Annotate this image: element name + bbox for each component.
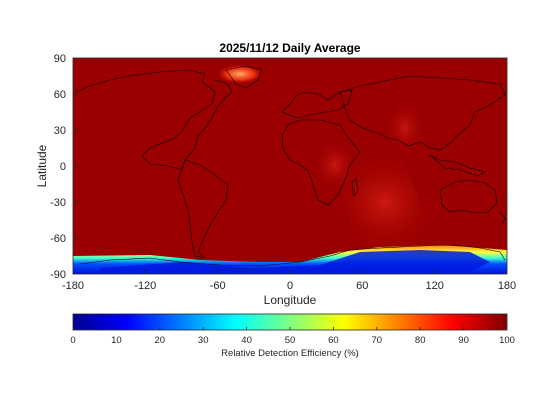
- colorbar-tick-label: 90: [458, 335, 469, 346]
- coastline-europe: [281, 89, 353, 119]
- coastlines: [75, 65, 506, 267]
- coastline-africa: [281, 119, 361, 206]
- y-tick-label: 90: [54, 53, 66, 65]
- x-tick-label: 180: [498, 280, 516, 292]
- x-tick-label: 0: [287, 280, 293, 292]
- coastline-antarctica: [79, 244, 506, 267]
- coastline-australia: [439, 179, 498, 214]
- coastline-madagascar: [351, 177, 359, 197]
- colorbar-tick-label: 70: [372, 335, 383, 346]
- coastline-north-america: [75, 69, 233, 171]
- colorbar-tick-label: 30: [198, 335, 209, 346]
- y-axis-label: Latitude: [35, 144, 49, 187]
- colorbar-label: Relative Detection Efficiency (%): [221, 348, 359, 359]
- heatmap-hot-region-greenland: [216, 64, 264, 84]
- coastline-greenland: [225, 65, 263, 89]
- tick-marks: [73, 93, 436, 274]
- y-tick-label: 60: [54, 89, 66, 101]
- coastline-south-america: [177, 159, 229, 259]
- x-tick-label: -60: [210, 280, 226, 292]
- coastline-asia: [339, 75, 506, 151]
- y-tick-labels: 90 60 30 0 -30 -60 -90: [50, 53, 66, 281]
- heatmap-warm-wedge-indian-ocean: [330, 150, 440, 255]
- x-tick-label: 120: [426, 280, 444, 292]
- map-title: 2025/11/12 Daily Average: [219, 41, 361, 55]
- colorbar-tick-marks: [116, 327, 465, 330]
- heatmap-background: [73, 58, 507, 274]
- colorbar-tick-labels: 0 10 20 30 40 50 60 70 80 90 100: [70, 335, 515, 346]
- x-tick-label: -180: [62, 280, 84, 292]
- coastline-new-zealand: [499, 211, 506, 226]
- y-tick-label: 30: [54, 125, 66, 137]
- colorbar-tick-label: 20: [155, 335, 166, 346]
- y-tick-label: -30: [50, 197, 66, 209]
- colorbar-tick-label: 60: [328, 335, 339, 346]
- colorbar-tick-label: 0: [70, 335, 75, 346]
- y-tick-label: -60: [50, 233, 66, 245]
- y-tick-label: -90: [50, 269, 66, 281]
- x-tick-labels: -180 -120 -60 0 60 120 180: [62, 280, 516, 292]
- x-tick-label: -120: [134, 280, 156, 292]
- coastline-southeast-asia: [429, 154, 486, 177]
- x-axis-label: Longitude: [264, 293, 317, 307]
- colorbar-tick-label: 40: [241, 335, 252, 346]
- heatmap-warm-region-asia: [385, 100, 425, 156]
- colorbar-tick-label: 80: [415, 335, 426, 346]
- colorbar-tick-label: 10: [111, 335, 122, 346]
- heatmap-map: [73, 58, 507, 274]
- x-tick-label: 60: [356, 280, 368, 292]
- y-tick-label: 0: [60, 161, 66, 173]
- colorbar-tick-label: 50: [285, 335, 296, 346]
- colorbar-tick-label: 100: [499, 335, 515, 346]
- heatmap-antarctic-interior: [100, 250, 490, 272]
